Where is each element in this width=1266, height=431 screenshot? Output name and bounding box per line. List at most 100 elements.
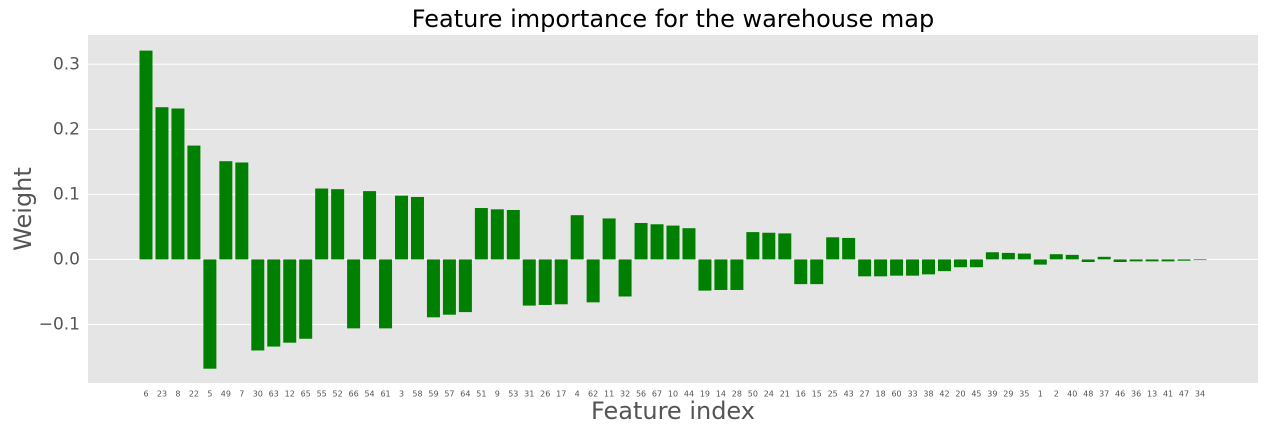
bar [810,259,824,285]
x-tick-label: 34 [1195,390,1205,399]
x-tick-label: 32 [620,390,630,399]
bar [267,259,281,347]
bar [219,161,233,260]
x-tick-label: 38 [923,390,933,399]
x-tick-label: 55 [317,390,327,399]
bar [634,222,648,260]
bar [331,189,345,260]
bar [171,108,185,260]
y-tick-label: −0.1 [39,314,80,334]
x-tick-label: 3 [399,390,404,399]
y-tick-label: 0.2 [53,119,80,139]
x-tick-label: 12 [285,390,295,399]
x-tick-label: 17 [556,390,566,399]
x-tick-label: 9 [495,390,500,399]
x-tick-label: 42 [939,390,949,399]
plot-area [88,35,1258,383]
x-tick-label: 26 [540,390,550,399]
x-tick-label: 67 [652,390,662,399]
x-tick-label: 56 [636,390,646,399]
bar [522,259,536,306]
x-tick-label: 22 [189,390,199,399]
bar [985,252,999,260]
x-tick-label: 51 [476,390,486,399]
x-tick-label: 43 [844,390,854,399]
bar [1049,254,1063,260]
bar [506,209,520,260]
x-tick-label: 30 [253,390,263,399]
bar [937,259,951,272]
bar [842,237,856,260]
x-tick-label: 66 [349,390,359,399]
x-tick-label: 35 [1019,390,1029,399]
bar [730,259,744,290]
bar [474,208,488,260]
bar [714,259,728,290]
x-tick-label: 14 [716,390,726,399]
bar [1161,259,1175,262]
bar [746,232,760,260]
bar [586,259,600,303]
x-axis-label: Feature index [591,397,755,425]
bar [203,259,217,369]
bar [1177,259,1191,261]
x-tick-label: 50 [748,390,758,399]
x-tick-label: 59 [428,390,438,399]
bar [858,259,872,277]
y-tick-label: 0.0 [53,249,80,269]
bar [874,259,888,277]
x-tick-label: 6 [143,390,148,399]
x-tick-label: 40 [1067,390,1077,399]
x-tick-label: 21 [780,390,790,399]
bar [1193,259,1207,261]
bar [187,145,201,260]
x-tick-label: 7 [239,390,244,399]
x-tick-label: 37 [1099,390,1109,399]
bar [922,259,936,275]
x-tick-label: 58 [412,390,422,399]
x-tick-label: 4 [575,390,580,399]
bar [490,209,504,260]
bar [458,259,472,313]
x-tick-label: 57 [444,390,454,399]
bar [442,259,456,315]
x-tick-label: 47 [1179,390,1189,399]
x-tick-label: 39 [987,390,997,399]
x-tick-label: 2 [1054,390,1059,399]
x-tick-label: 24 [764,390,774,399]
x-tick-label: 16 [796,390,806,399]
x-tick-label: 60 [891,390,901,399]
x-tick-label: 44 [684,390,694,399]
x-tick-label: 41 [1163,390,1173,399]
x-tick-label: 13 [1147,390,1157,399]
x-tick-label: 27 [860,390,870,399]
bar [395,195,409,260]
x-tick-label: 53 [508,390,518,399]
x-tick-label: 23 [157,390,167,399]
x-tick-label: 46 [1115,390,1125,399]
x-tick-label: 8 [175,390,180,399]
x-tick-label: 5 [207,390,212,399]
bar [538,259,552,305]
bar [794,259,808,285]
bar [235,162,249,260]
bar [554,259,568,305]
x-tick-label: 33 [907,390,917,399]
bar [682,228,696,260]
bar [666,225,680,260]
x-tick-label: 18 [876,390,886,399]
bar [698,259,712,291]
x-tick-label: 1 [1038,390,1043,399]
bar [410,196,424,260]
bar [347,259,361,329]
bar [363,191,377,260]
x-tick-label: 10 [668,390,678,399]
bar [1065,254,1079,260]
bar [315,188,329,260]
x-tick-label: 28 [732,390,742,399]
bar [1033,259,1047,265]
y-axis-label: Weight [9,167,37,251]
bar [251,259,265,351]
bar [602,218,616,260]
